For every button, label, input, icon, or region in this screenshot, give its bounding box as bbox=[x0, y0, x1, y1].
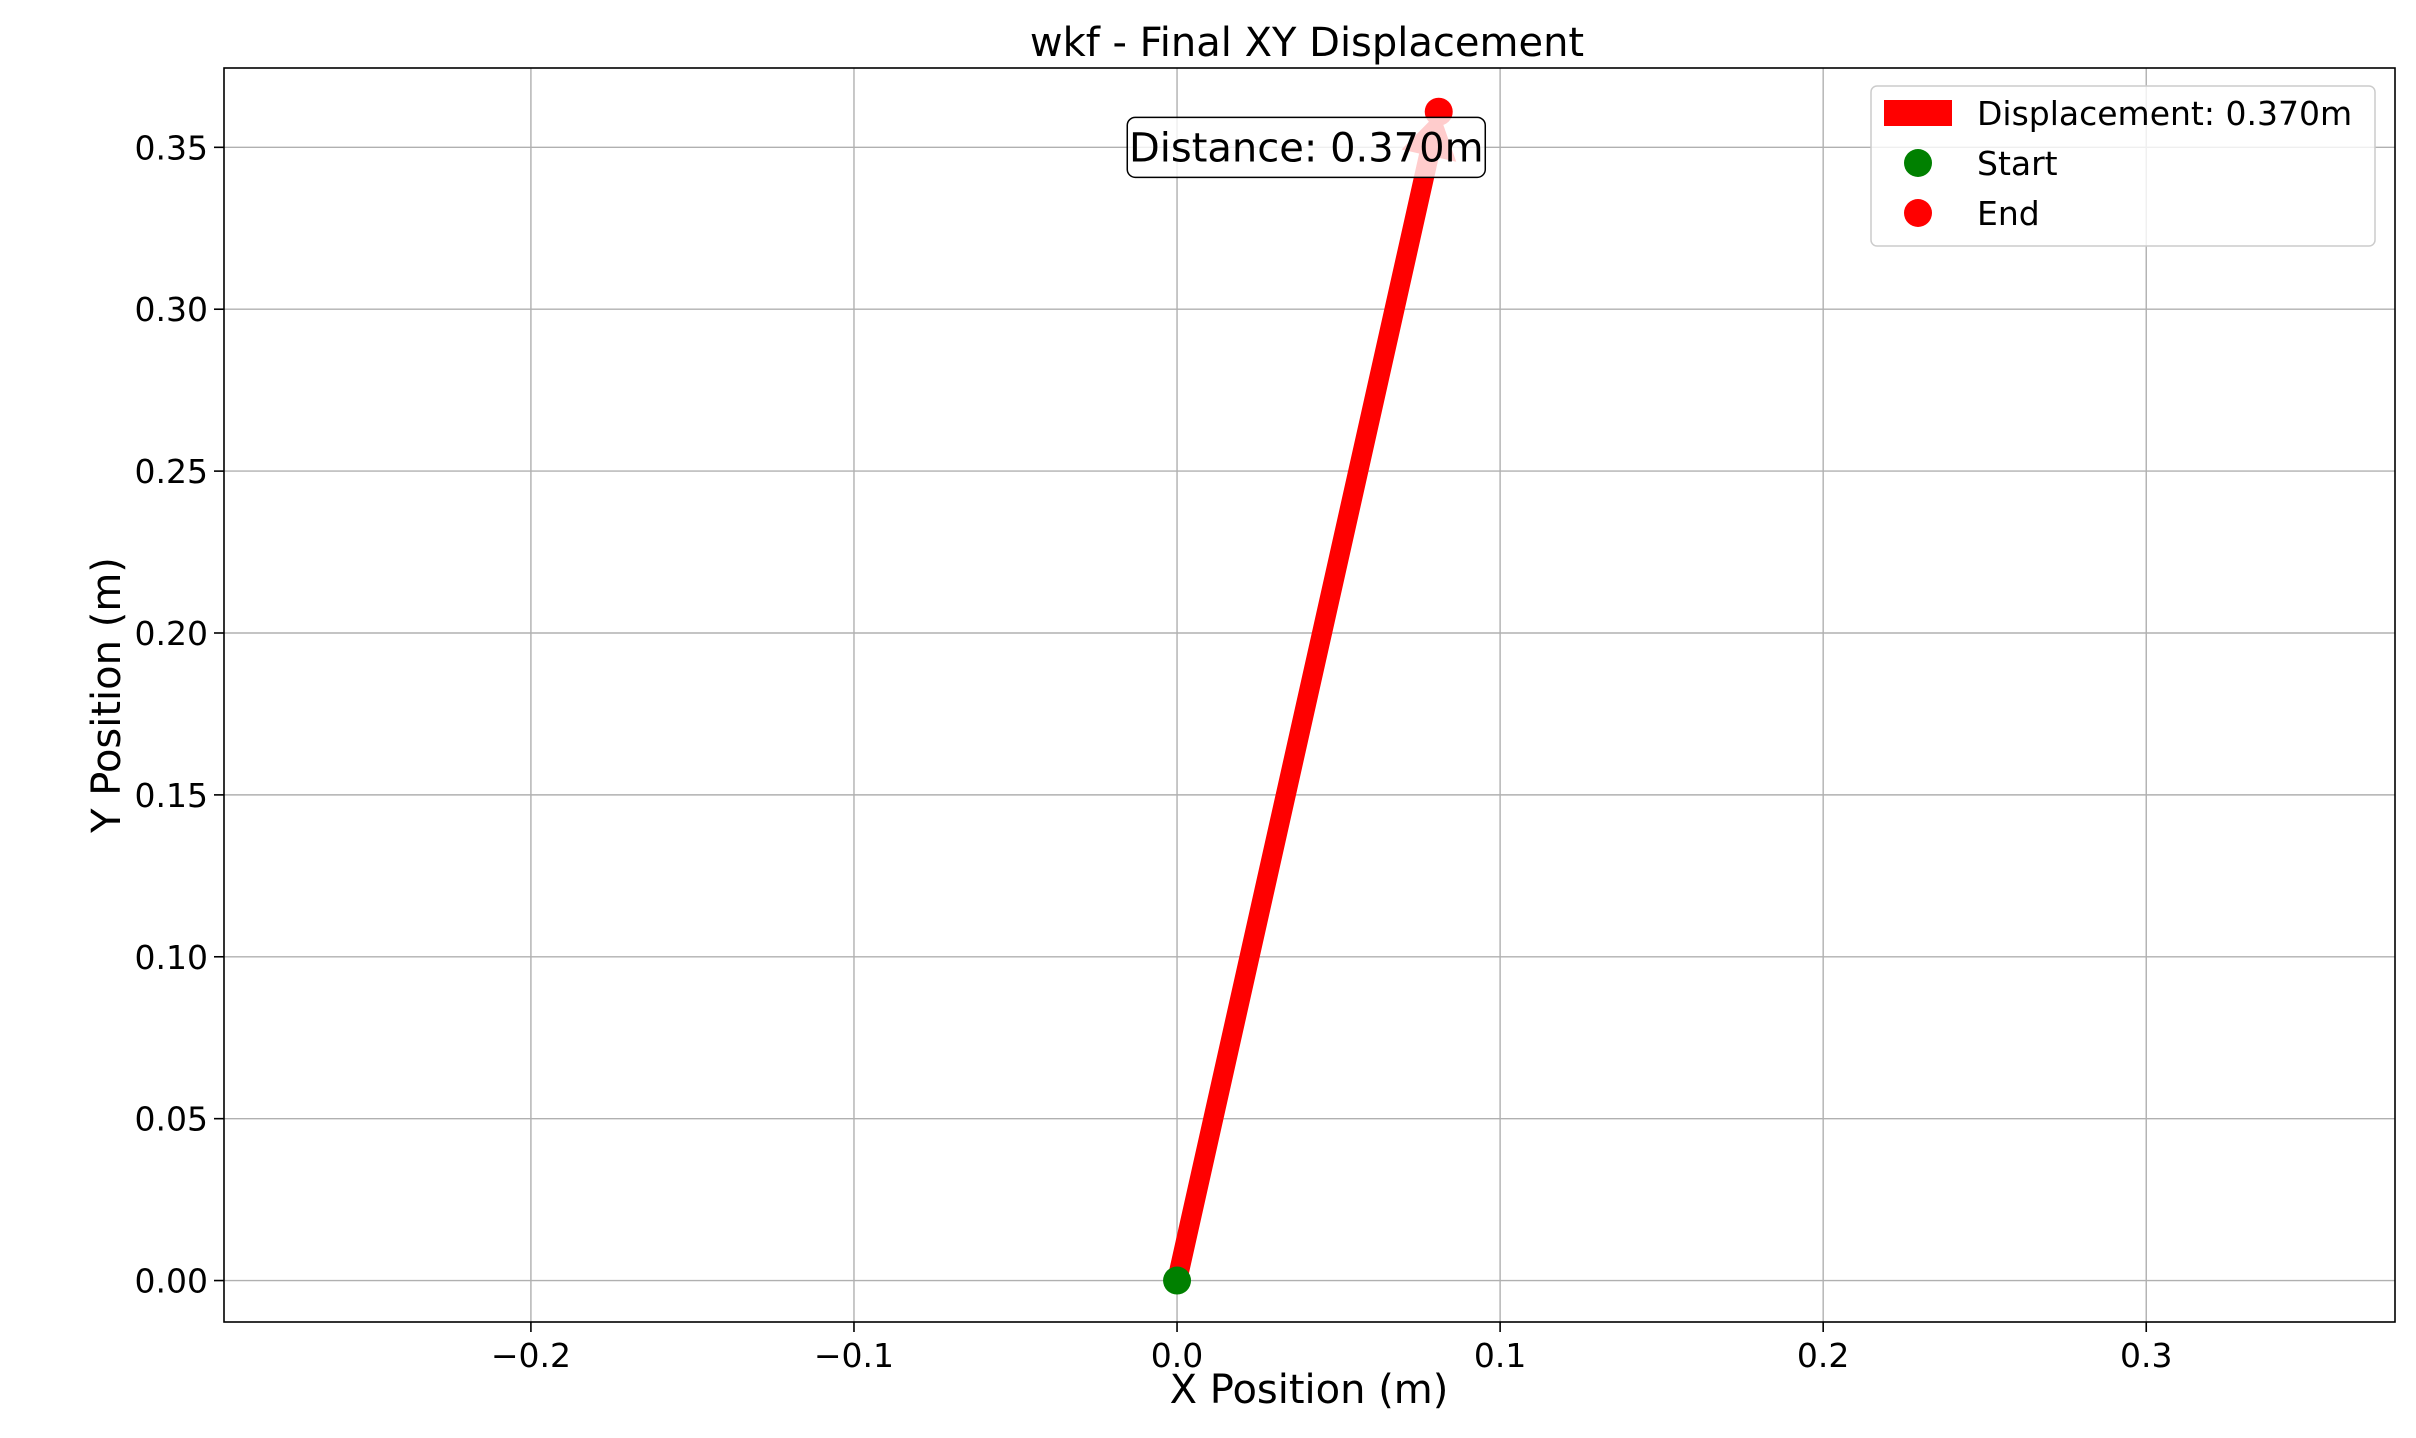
x-tick-label: −0.1 bbox=[814, 1336, 894, 1375]
legend-label: Displacement: 0.370m bbox=[1977, 94, 2352, 133]
y-tick-label: 0.05 bbox=[135, 1100, 208, 1139]
start-point bbox=[1163, 1266, 1192, 1295]
x-tick-label: 0.1 bbox=[1474, 1336, 1526, 1375]
legend-arrow-swatch bbox=[1884, 100, 1952, 126]
x-axis-label: X Position (m) bbox=[1170, 1367, 1449, 1413]
legend-marker bbox=[1904, 149, 1932, 177]
chart-title: wkf - Final XY Displacement bbox=[1030, 20, 1584, 66]
y-tick-label: 0.15 bbox=[135, 776, 208, 815]
legend-marker bbox=[1904, 199, 1932, 227]
y-ticks: 0.00 0.05 0.10 0.15 0.20 0.25 0.30 0.35 bbox=[135, 128, 224, 1301]
x-tick-label: 0.3 bbox=[2120, 1336, 2172, 1375]
legend-box bbox=[1870, 85, 2376, 247]
y-tick-label: 0.30 bbox=[135, 290, 208, 329]
x-tick-label: −0.2 bbox=[491, 1336, 571, 1375]
annotation-box bbox=[1126, 116, 1487, 179]
y-tick-label: 0.00 bbox=[135, 1262, 208, 1301]
legend: Displacement: 0.370m Start End bbox=[1870, 85, 2376, 247]
x-tick-label: 0.0 bbox=[1151, 1336, 1203, 1375]
distance-annotation: Distance: 0.370m bbox=[1126, 116, 1487, 179]
legend-label: End bbox=[1977, 194, 2040, 233]
legend-label: Start bbox=[1977, 144, 2058, 183]
y-tick-label: 0.10 bbox=[135, 938, 208, 977]
plot-frame bbox=[223, 67, 2396, 1323]
y-axis-label: Y Position (m) bbox=[84, 557, 130, 834]
displacement-arrow bbox=[1167, 111, 1457, 1283]
y-tick-label: 0.35 bbox=[135, 128, 208, 167]
x-ticks: −0.2 −0.1 0.0 0.1 0.2 0.3 bbox=[491, 1322, 2172, 1375]
x-tick-label: 0.2 bbox=[1797, 1336, 1849, 1375]
y-tick-label: 0.20 bbox=[135, 614, 208, 653]
annotation-text: Distance: 0.370m bbox=[1129, 125, 1484, 171]
y-tick-label: 0.25 bbox=[135, 452, 208, 491]
